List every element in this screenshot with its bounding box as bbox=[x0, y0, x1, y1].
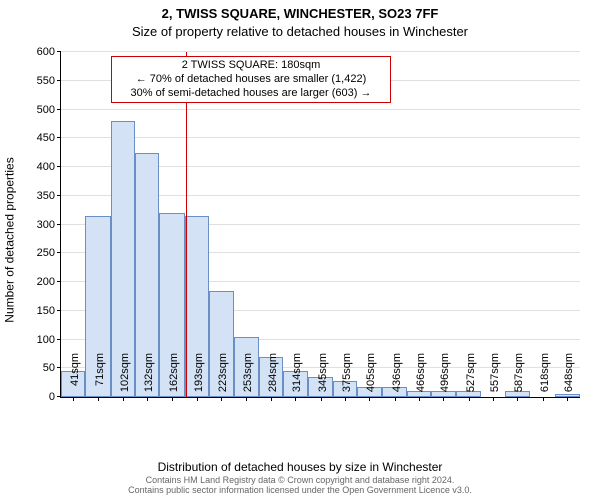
y-tick-mark bbox=[57, 367, 61, 368]
x-tick-label: 345sqm bbox=[317, 353, 329, 403]
reference-line bbox=[186, 52, 187, 397]
y-tick-mark bbox=[57, 310, 61, 311]
x-tick-label: 527sqm bbox=[465, 353, 477, 403]
x-tick-label: 375sqm bbox=[341, 353, 353, 403]
y-tick-label: 600 bbox=[37, 46, 61, 58]
y-tick-label: 300 bbox=[37, 219, 61, 231]
y-tick-mark bbox=[57, 396, 61, 397]
x-tick-label: 284sqm bbox=[267, 353, 279, 403]
plot-area: 05010015020025030035040045050055060041sq… bbox=[60, 52, 580, 398]
annotation-line1: 2 TWISS SQUARE: 180sqm bbox=[118, 59, 384, 73]
chart-title-line2: Size of property relative to detached ho… bbox=[0, 24, 600, 39]
footer: Contains HM Land Registry data © Crown c… bbox=[0, 476, 600, 496]
footer-line2: Contains public sector information licen… bbox=[0, 486, 600, 496]
annotation-line2: ← 70% of detached houses are smaller (1,… bbox=[118, 73, 384, 87]
y-tick-label: 0 bbox=[49, 391, 61, 403]
y-tick-label: 150 bbox=[37, 305, 61, 317]
y-tick-label: 250 bbox=[37, 247, 61, 259]
x-tick-label: 466sqm bbox=[415, 353, 427, 403]
x-tick-label: 132sqm bbox=[143, 353, 155, 403]
x-tick-label: 496sqm bbox=[439, 353, 451, 403]
gridline bbox=[61, 109, 580, 110]
x-tick-label: 314sqm bbox=[291, 353, 303, 403]
x-tick-label: 618sqm bbox=[539, 353, 551, 403]
y-tick-mark bbox=[57, 80, 61, 81]
y-tick-mark bbox=[57, 166, 61, 167]
y-tick-label: 400 bbox=[37, 161, 61, 173]
x-tick-label: 436sqm bbox=[391, 353, 403, 403]
y-tick-mark bbox=[57, 224, 61, 225]
y-tick-mark bbox=[57, 137, 61, 138]
y-tick-label: 500 bbox=[37, 104, 61, 116]
x-tick-label: 405sqm bbox=[365, 353, 377, 403]
x-tick-label: 41sqm bbox=[69, 353, 81, 403]
gridline bbox=[61, 137, 580, 138]
y-tick-mark bbox=[57, 109, 61, 110]
y-tick-mark bbox=[57, 51, 61, 52]
y-tick-mark bbox=[57, 339, 61, 340]
annotation-line3: 30% of semi-detached houses are larger (… bbox=[118, 87, 384, 101]
y-tick-label: 100 bbox=[37, 334, 61, 346]
x-tick-label: 648sqm bbox=[563, 353, 575, 403]
x-tick-label: 557sqm bbox=[489, 353, 501, 403]
x-tick-label: 253sqm bbox=[242, 353, 254, 403]
x-tick-label: 587sqm bbox=[513, 353, 525, 403]
y-tick-label: 350 bbox=[37, 190, 61, 202]
annotation-box: 2 TWISS SQUARE: 180sqm ← 70% of detached… bbox=[111, 56, 391, 103]
y-tick-mark bbox=[57, 252, 61, 253]
y-axis-label: Number of detached properties bbox=[2, 0, 18, 480]
chart-title-line1: 2, TWISS SQUARE, WINCHESTER, SO23 7FF bbox=[0, 6, 600, 21]
y-tick-label: 50 bbox=[43, 362, 61, 374]
y-tick-label: 450 bbox=[37, 132, 61, 144]
y-tick-label: 200 bbox=[37, 276, 61, 288]
y-tick-label: 550 bbox=[37, 75, 61, 87]
y-tick-mark bbox=[57, 281, 61, 282]
x-axis-label: Distribution of detached houses by size … bbox=[0, 460, 600, 474]
x-tick-label: 162sqm bbox=[168, 353, 180, 403]
x-tick-label: 223sqm bbox=[217, 353, 229, 403]
gridline bbox=[61, 51, 580, 52]
x-tick-label: 102sqm bbox=[119, 353, 131, 403]
x-tick-label: 71sqm bbox=[94, 353, 106, 403]
chart-container: 2, TWISS SQUARE, WINCHESTER, SO23 7FF Si… bbox=[0, 0, 600, 500]
x-tick-label: 193sqm bbox=[193, 353, 205, 403]
y-tick-mark bbox=[57, 195, 61, 196]
